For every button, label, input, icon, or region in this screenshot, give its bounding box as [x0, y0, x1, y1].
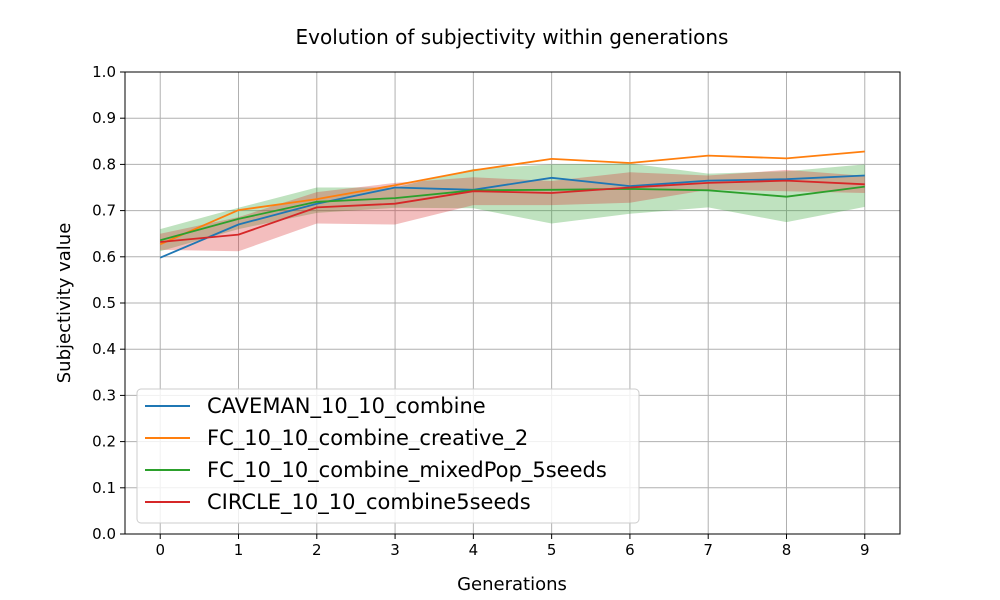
- x-tick-label: 0: [155, 541, 165, 559]
- y-tick-label: 0.6: [92, 248, 116, 266]
- x-tick-label: 3: [390, 541, 400, 559]
- y-tick-label: 0.9: [92, 109, 116, 127]
- x-tick-label: 9: [860, 541, 870, 559]
- series-line: [159, 150, 865, 246]
- legend-label: CAVEMAN_10_10_combine: [207, 394, 486, 419]
- y-tick-label: 0.8: [92, 155, 116, 173]
- y-tick-label: 0.3: [92, 386, 116, 404]
- series-line: [159, 174, 865, 259]
- y-tick-label: 0.1: [92, 479, 116, 497]
- legend-label: FC_10_10_combine_creative_2: [207, 426, 528, 451]
- legend-label: CIRCLE_10_10_combine5seeds: [207, 490, 531, 515]
- x-tick-label: 4: [469, 541, 479, 559]
- series-lines: [159, 150, 865, 259]
- confidence-band: [160, 163, 865, 252]
- y-tick-label: 0.2: [92, 433, 116, 451]
- x-tick-label: 6: [625, 541, 635, 559]
- series-line: [159, 185, 865, 242]
- y-tick-label: 0.5: [92, 294, 116, 312]
- y-tick-label: 0.7: [92, 202, 116, 220]
- y-tick-label: 0.0: [92, 525, 116, 543]
- x-tick-label: 8: [782, 541, 792, 559]
- legend: CAVEMAN_10_10_combine FC_10_10_combine_cr…: [136, 388, 640, 524]
- x-tick-label: 2: [312, 541, 322, 559]
- y-tick-label: 0.4: [92, 340, 116, 358]
- legend-box: [136, 388, 640, 524]
- series-line: [160, 179, 865, 243]
- x-tick-label: 5: [547, 541, 557, 559]
- legend-label: FC_10_10_combine_mixedPop_5seeds: [207, 458, 607, 483]
- axis-ticks: 0 1 2 3 4 5 6 7 8 9 0.0 0.1 0.2 0.3 0.4 0.5 0.6 0.7 0.8 0.9…: [92, 63, 869, 559]
- y-tick-label: 1.0: [92, 63, 116, 81]
- chart-title: Evolution of subjectivity within generat…: [296, 25, 729, 49]
- x-tick-label: 7: [703, 541, 713, 559]
- x-tick-label: 1: [234, 541, 244, 559]
- y-axis-label: Subjectivity value: [54, 223, 75, 384]
- x-axis-label: Generations: [457, 574, 567, 595]
